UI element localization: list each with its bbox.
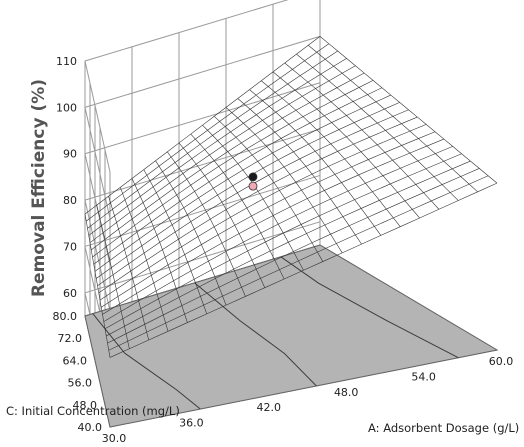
x-tick-label: 42.0 xyxy=(257,401,282,414)
surface-line xyxy=(103,146,453,322)
surface-line xyxy=(308,45,478,193)
design-point xyxy=(248,172,258,182)
x-axis-title: A: Adsorbent Dosage (g/L) xyxy=(368,421,519,435)
surface-line xyxy=(84,36,321,215)
surface-line xyxy=(108,175,489,351)
surface-line xyxy=(102,138,445,315)
x-tick-label: 30.0 xyxy=(102,432,127,445)
design-point xyxy=(248,181,258,191)
surface-line xyxy=(99,124,427,301)
surface-line xyxy=(89,65,356,243)
surface-line xyxy=(296,53,459,201)
floor-contour xyxy=(280,256,459,359)
z-axis-title: Removal Efficiency (%) xyxy=(29,79,49,297)
grid-line xyxy=(84,0,289,173)
z-tick-label: 90 xyxy=(63,148,77,161)
surface-line xyxy=(104,153,462,330)
surface-line xyxy=(107,168,480,344)
response-surface-mesh xyxy=(84,36,498,358)
y-tick-label: 72.0 xyxy=(58,332,83,345)
floor-contour xyxy=(92,313,201,410)
grid-line xyxy=(84,128,321,312)
y-tick-label: 56.0 xyxy=(68,377,93,390)
surface-line xyxy=(109,182,498,358)
surface-line xyxy=(86,43,330,222)
surface-line xyxy=(319,36,498,184)
z-tick-label: 100 xyxy=(56,101,77,114)
y-axis-title: C: Initial Concentration (mg/L) xyxy=(6,404,180,418)
surface-line xyxy=(190,133,285,280)
surface-line xyxy=(96,102,400,279)
x-tick-label: 54.0 xyxy=(411,370,436,383)
surface-line xyxy=(214,116,324,262)
x-tick-label: 36.0 xyxy=(179,417,204,430)
surface-line xyxy=(87,50,338,229)
surface-line xyxy=(94,94,391,272)
floor-contour xyxy=(194,282,317,387)
axis-ticks: 30.0 36.0 42.0 48.0 54.0 60.0 40.0 48.0 56.0 64.0… xyxy=(53,55,514,445)
design-points xyxy=(248,172,258,191)
z-tick-label: 70 xyxy=(63,240,77,253)
surface-line xyxy=(261,80,401,227)
grid-line xyxy=(84,35,321,219)
floor-plane xyxy=(84,244,499,428)
surface-line xyxy=(98,116,418,294)
z-tick-label: 60 xyxy=(63,287,77,300)
y-tick-label: 48.0 xyxy=(73,399,98,412)
y-tick-label: 64.0 xyxy=(63,354,88,367)
grid-line xyxy=(84,82,321,265)
surface-line xyxy=(88,58,347,236)
y-tick-label: 40.0 xyxy=(78,421,103,434)
y-tick-label: 80.0 xyxy=(53,310,78,323)
floor-plane-border xyxy=(84,244,499,428)
z-tick-label: 80 xyxy=(63,194,77,207)
x-tick-label: 60.0 xyxy=(489,355,514,368)
surface-line xyxy=(92,80,374,258)
x-tick-label: 48.0 xyxy=(334,386,359,399)
surface-line xyxy=(106,160,471,337)
z-tick-label: 110 xyxy=(56,55,77,68)
surface-line xyxy=(91,72,365,251)
surface-line xyxy=(101,131,436,308)
surface-line xyxy=(93,87,383,265)
